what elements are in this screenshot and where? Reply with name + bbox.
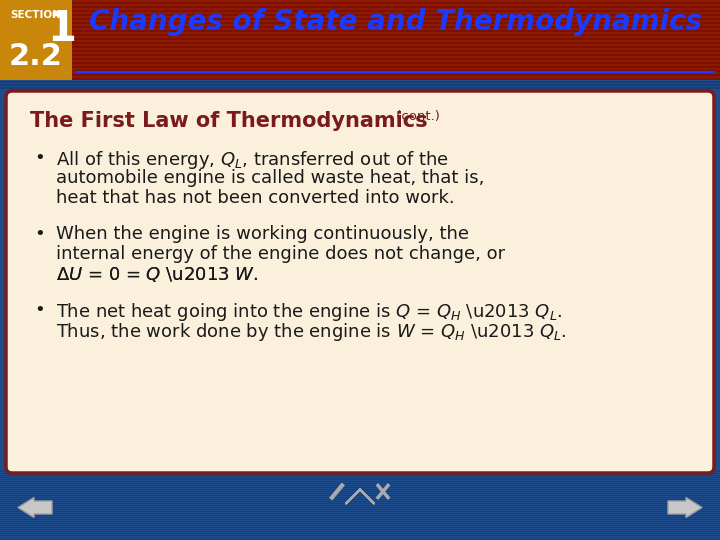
Bar bbox=[0, 38, 720, 40]
Bar bbox=[0, 14, 720, 16]
Bar bbox=[0, 525, 720, 526]
Bar bbox=[0, 88, 720, 89]
Bar bbox=[0, 46, 720, 48]
Bar bbox=[0, 493, 720, 494]
Bar bbox=[0, 26, 720, 28]
Bar bbox=[0, 495, 720, 496]
Text: $\Delta$$\it{U}$ = 0 = $\it{Q}$ \u2013 $\it{W}$.: $\Delta$$\it{U}$ = 0 = $\it{Q}$ \u2013 $… bbox=[56, 265, 258, 284]
Bar bbox=[0, 523, 720, 524]
Bar bbox=[0, 501, 720, 502]
Bar bbox=[0, 475, 720, 476]
Bar bbox=[0, 515, 720, 516]
Text: heat that has not been converted into work.: heat that has not been converted into wo… bbox=[56, 189, 454, 207]
Text: SECTION: SECTION bbox=[11, 10, 61, 20]
Bar bbox=[0, 539, 720, 540]
Bar bbox=[0, 50, 720, 52]
Bar bbox=[0, 529, 720, 530]
Bar bbox=[0, 513, 720, 514]
Bar bbox=[0, 10, 720, 12]
Bar bbox=[0, 479, 720, 480]
Bar bbox=[0, 497, 720, 498]
FancyArrow shape bbox=[668, 497, 702, 517]
Bar bbox=[0, 489, 720, 490]
Text: Thus, the work done by the engine is $W$ = $Q_H$ \u2013 $Q_L$.: Thus, the work done by the engine is $W$… bbox=[56, 321, 567, 343]
Bar bbox=[0, 505, 720, 506]
Bar bbox=[0, 507, 720, 508]
Bar bbox=[0, 537, 720, 538]
Bar bbox=[0, 42, 720, 44]
Bar bbox=[0, 503, 720, 504]
Bar bbox=[0, 517, 720, 518]
Bar bbox=[0, 70, 720, 72]
Bar bbox=[0, 86, 720, 87]
Bar bbox=[0, 80, 720, 89]
Text: •: • bbox=[34, 149, 45, 167]
Bar bbox=[0, 473, 720, 474]
Bar bbox=[0, 74, 720, 76]
Bar bbox=[0, 6, 720, 8]
Bar bbox=[0, 34, 720, 36]
Bar bbox=[0, 491, 720, 492]
Bar bbox=[0, 535, 720, 536]
Bar bbox=[0, 487, 720, 488]
Bar bbox=[0, 66, 720, 68]
Bar bbox=[0, 499, 720, 500]
Text: All of this energy, $Q_L$, transferred out of the: All of this energy, $Q_L$, transferred o… bbox=[56, 149, 449, 171]
Text: •: • bbox=[34, 225, 45, 243]
Bar bbox=[0, 521, 720, 522]
Bar bbox=[0, 58, 720, 60]
Bar bbox=[0, 22, 720, 24]
Bar bbox=[0, 30, 720, 32]
Bar bbox=[0, 78, 720, 80]
Bar bbox=[0, 18, 720, 20]
Text: •: • bbox=[34, 301, 45, 319]
Text: $\Delta U$ = 0 = $Q$ \u2013 $W$.: $\Delta U$ = 0 = $Q$ \u2013 $W$. bbox=[56, 265, 258, 284]
Bar bbox=[0, 62, 720, 64]
Bar bbox=[0, 54, 720, 56]
Bar bbox=[0, 85, 720, 86]
Bar bbox=[0, 82, 720, 83]
Text: Changes of State and Thermodynamics: Changes of State and Thermodynamics bbox=[89, 8, 703, 36]
Bar bbox=[0, 2, 720, 4]
Bar bbox=[0, 481, 720, 482]
Bar bbox=[0, 475, 720, 540]
Text: 1: 1 bbox=[48, 8, 76, 50]
Bar bbox=[0, 483, 720, 484]
Bar bbox=[0, 533, 720, 534]
Bar bbox=[0, 485, 720, 486]
Bar bbox=[0, 471, 720, 472]
Bar bbox=[0, 531, 720, 532]
Bar bbox=[0, 80, 720, 82]
Text: internal energy of the engine does not change, or: internal energy of the engine does not c… bbox=[56, 245, 505, 263]
Text: The net heat going into the engine is $Q$ = $Q_H$ \u2013 $Q_L$.: The net heat going into the engine is $Q… bbox=[56, 301, 562, 323]
Bar bbox=[0, 511, 720, 512]
Bar bbox=[0, 0, 720, 80]
FancyBboxPatch shape bbox=[6, 91, 714, 473]
Bar bbox=[0, 509, 720, 510]
Text: automobile engine is called waste heat, that is,: automobile engine is called waste heat, … bbox=[56, 169, 485, 187]
Text: The First Law of Thermodynamics: The First Law of Thermodynamics bbox=[30, 111, 428, 131]
Text: (cont.): (cont.) bbox=[392, 110, 440, 123]
Bar bbox=[0, 477, 720, 478]
Text: 2.2: 2.2 bbox=[9, 42, 63, 71]
Bar bbox=[0, 0, 72, 80]
Bar bbox=[0, 527, 720, 528]
Text: When the engine is working continuously, the: When the engine is working continuously,… bbox=[56, 225, 469, 243]
Bar bbox=[0, 519, 720, 520]
FancyArrow shape bbox=[18, 497, 52, 517]
